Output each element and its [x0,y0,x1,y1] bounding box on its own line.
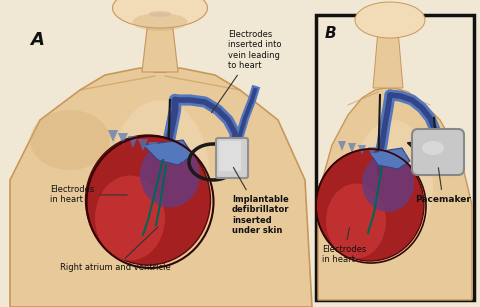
Polygon shape [370,148,410,169]
FancyBboxPatch shape [219,141,241,171]
Bar [316,15,474,300]
Polygon shape [158,145,168,157]
Ellipse shape [95,176,165,261]
Polygon shape [368,147,376,157]
Polygon shape [373,30,403,88]
Text: Electrodes
in heart: Electrodes in heart [50,185,127,204]
Polygon shape [108,130,118,142]
Polygon shape [358,145,366,155]
Polygon shape [338,141,346,151]
Polygon shape [138,139,148,151]
Polygon shape [118,133,128,145]
Ellipse shape [30,110,110,170]
Ellipse shape [353,120,433,250]
FancyBboxPatch shape [216,138,248,178]
Text: Electrodes
inserted into
vein leading
to heart: Electrodes inserted into vein leading to… [212,30,281,113]
Polygon shape [398,153,406,163]
Text: Implantable
defibrillator
inserted
under skin: Implantable defibrillator inserted under… [232,167,289,235]
Polygon shape [128,136,138,148]
Polygon shape [378,149,386,159]
Ellipse shape [140,142,200,208]
Ellipse shape [326,184,386,258]
Ellipse shape [112,0,207,28]
Polygon shape [348,143,356,153]
Polygon shape [178,151,188,163]
Polygon shape [388,151,396,161]
Polygon shape [143,140,193,165]
Ellipse shape [110,100,210,260]
Polygon shape [142,20,178,72]
Ellipse shape [355,2,425,38]
Ellipse shape [316,149,424,261]
Ellipse shape [362,154,414,212]
Ellipse shape [422,141,444,155]
FancyBboxPatch shape [412,129,464,175]
Polygon shape [318,88,472,300]
Text: Electrodes
in heart: Electrodes in heart [322,228,366,264]
Polygon shape [148,142,158,154]
Text: B: B [325,26,336,41]
Text: A: A [30,31,44,49]
Ellipse shape [149,11,171,17]
Text: Right atrium and ventricle: Right atrium and ventricle [60,227,171,272]
Ellipse shape [85,135,211,265]
Ellipse shape [132,13,188,31]
Polygon shape [168,148,178,160]
Polygon shape [10,68,312,307]
Text: Pacemaker: Pacemaker [415,168,471,204]
